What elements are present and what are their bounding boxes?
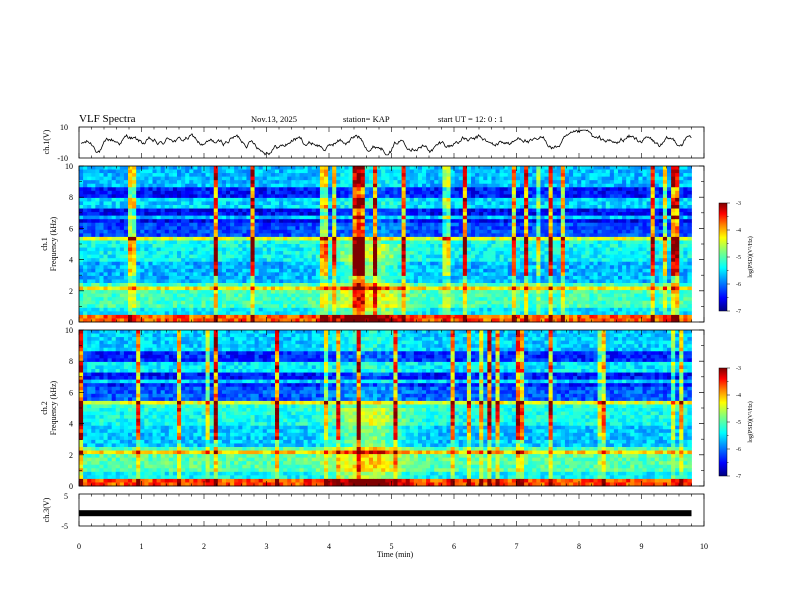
spec1-yticks-label-1: 2 (69, 287, 73, 296)
ch2-cb-tick-m7: -7 (736, 474, 741, 480)
ch1-ylabel-line2: Frequency (kHz) (49, 216, 58, 271)
x-tick-label-10: 10 (700, 542, 708, 551)
x-axis-label: Time (min) (377, 550, 414, 559)
ch1-ytick-top: 10 (60, 123, 68, 132)
ch1-voltage-series (80, 129, 692, 156)
ch2-colorbar-gradient (718, 367, 728, 477)
ch2-ylabel-line2: Frequency (kHz) (49, 380, 58, 435)
x-tick-label-4: 4 (327, 542, 331, 551)
ch1-colorbar-label: log(PSD)(V²/Hz) (747, 236, 754, 277)
ch2-spectrogram-image (79, 330, 692, 487)
spec1-yticks-label-4: 8 (69, 193, 73, 202)
time-axis-ticks (78, 127, 705, 526)
spec1-yticks-label-2: 4 (69, 256, 73, 265)
ch2-spectrogram-panel: 0 2 4 6 8 10 ch.2 Frequency (kHz) (40, 326, 705, 491)
spec2-yticks-label-1: 2 (69, 451, 73, 460)
station-label: station= KAP (343, 114, 390, 124)
ch1-ylabel-line1: ch.1 (40, 237, 49, 251)
ch2-cb-tick-m4: -4 (736, 393, 741, 399)
ch2-colorbar-label: log(PSD)(V²/Hz) (747, 401, 754, 442)
spec2-yticks-label-2: 4 (69, 420, 73, 429)
spec1-yticks-label-0: 0 (69, 318, 73, 327)
ch2-cb-tick-m3: -3 (736, 366, 741, 372)
ch1-spectrogram-panel: 0 2 4 6 8 10 ch.1 Frequency (kHz) (40, 162, 705, 327)
x-tick-label-6: 6 (452, 542, 456, 551)
x-tick-label-3: 3 (265, 542, 269, 551)
ch1-cb-tick-m4: -4 (736, 228, 741, 234)
x-tick-label-2: 2 (202, 542, 206, 551)
spec1-yticks-label-3: 6 (69, 224, 73, 233)
ch2-cb-tick-m5: -5 (736, 420, 741, 426)
ch1-ytick-bottom: -10 (57, 154, 68, 163)
ch2-cb-tick-m6: -6 (736, 447, 741, 453)
ch1-cb-tick-m7: -7 (736, 309, 741, 315)
spec2-yticks-label-5: 10 (65, 326, 73, 335)
ch2-ylabel-line1: ch.2 (40, 401, 49, 415)
time-axis-tick-labels: 0 1 2 3 4 5 6 7 8 9 10 (77, 542, 708, 551)
spec2-yticks-label-0: 0 (69, 482, 73, 491)
start-time-label: start UT = 12: 0 : 1 (438, 114, 503, 124)
chart-title: VLF Spectra (79, 113, 136, 125)
spec2-yticks-label-3: 6 (69, 388, 73, 397)
ch3-ytick-top: 5 (64, 492, 68, 501)
ch3-voltage-series (79, 510, 692, 517)
spec2-yticks-label-4: 8 (69, 357, 73, 366)
ch1-cb-tick-m6: -6 (736, 282, 741, 288)
x-tick-label-9: 9 (640, 542, 644, 551)
date-label: Nov.13, 2025 (251, 114, 297, 124)
x-tick-label-1: 1 (140, 542, 144, 551)
ch1-voltage-ylabel: ch.1(V) (42, 129, 51, 154)
ch1-spectrogram-image (79, 166, 692, 323)
x-tick-label-0: 0 (77, 542, 81, 551)
ch1-cb-tick-m3: -3 (736, 201, 741, 207)
x-tick-label-7: 7 (515, 542, 519, 551)
ch1-colorbar-gradient (718, 202, 728, 312)
ch3-ytick-bottom: -5 (61, 522, 68, 531)
ch2-colorbar: -3 -4 -5 -6 -7 log(PSD)(V²/Hz) (718, 366, 754, 480)
x-tick-label-8: 8 (577, 542, 581, 551)
x-tick-label-5: 5 (390, 542, 394, 551)
ch1-colorbar: -3 -4 -5 -6 -7 log(PSD)(V²/Hz) (718, 201, 754, 315)
ch1-cb-tick-m5: -5 (736, 255, 741, 261)
ch3-voltage-ylabel: ch.3(V) (42, 497, 51, 522)
spec1-yticks-label-5: 10 (65, 162, 73, 171)
